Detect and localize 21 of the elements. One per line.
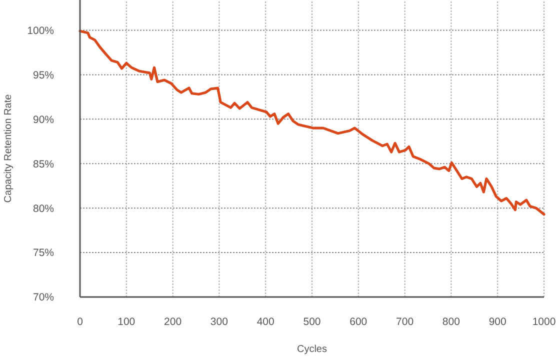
y-tick-label: 70%: [32, 292, 54, 304]
line-series: [78, 30, 546, 216]
x-tick-label: 400: [256, 316, 275, 328]
y-tick-label: 95%: [32, 69, 54, 82]
y-tick-label: 75%: [32, 247, 54, 260]
x-tick-label: 600: [350, 316, 368, 328]
x-axis-title: Cycles: [296, 344, 328, 355]
x-tick-label: 500: [303, 316, 321, 328]
y-tick-label: 85%: [32, 158, 54, 170]
y-tick-label: 90%: [32, 114, 54, 126]
y-axis-title: Capacity Retention Rate: [3, 94, 14, 203]
y-tick-label: 100%: [27, 24, 54, 37]
x-tick-label: 900: [488, 316, 507, 328]
x-tick-label: 1000: [532, 316, 556, 328]
y-tick-label: 80%: [32, 202, 54, 215]
x-tick-label: 700: [396, 316, 414, 328]
x-tick-label: 800: [442, 316, 460, 328]
x-tick-label: 100: [118, 316, 136, 328]
x-tick-label: 300: [210, 316, 228, 328]
x-tick-label: 0: [77, 316, 84, 328]
x-tick-label: 200: [164, 316, 182, 328]
